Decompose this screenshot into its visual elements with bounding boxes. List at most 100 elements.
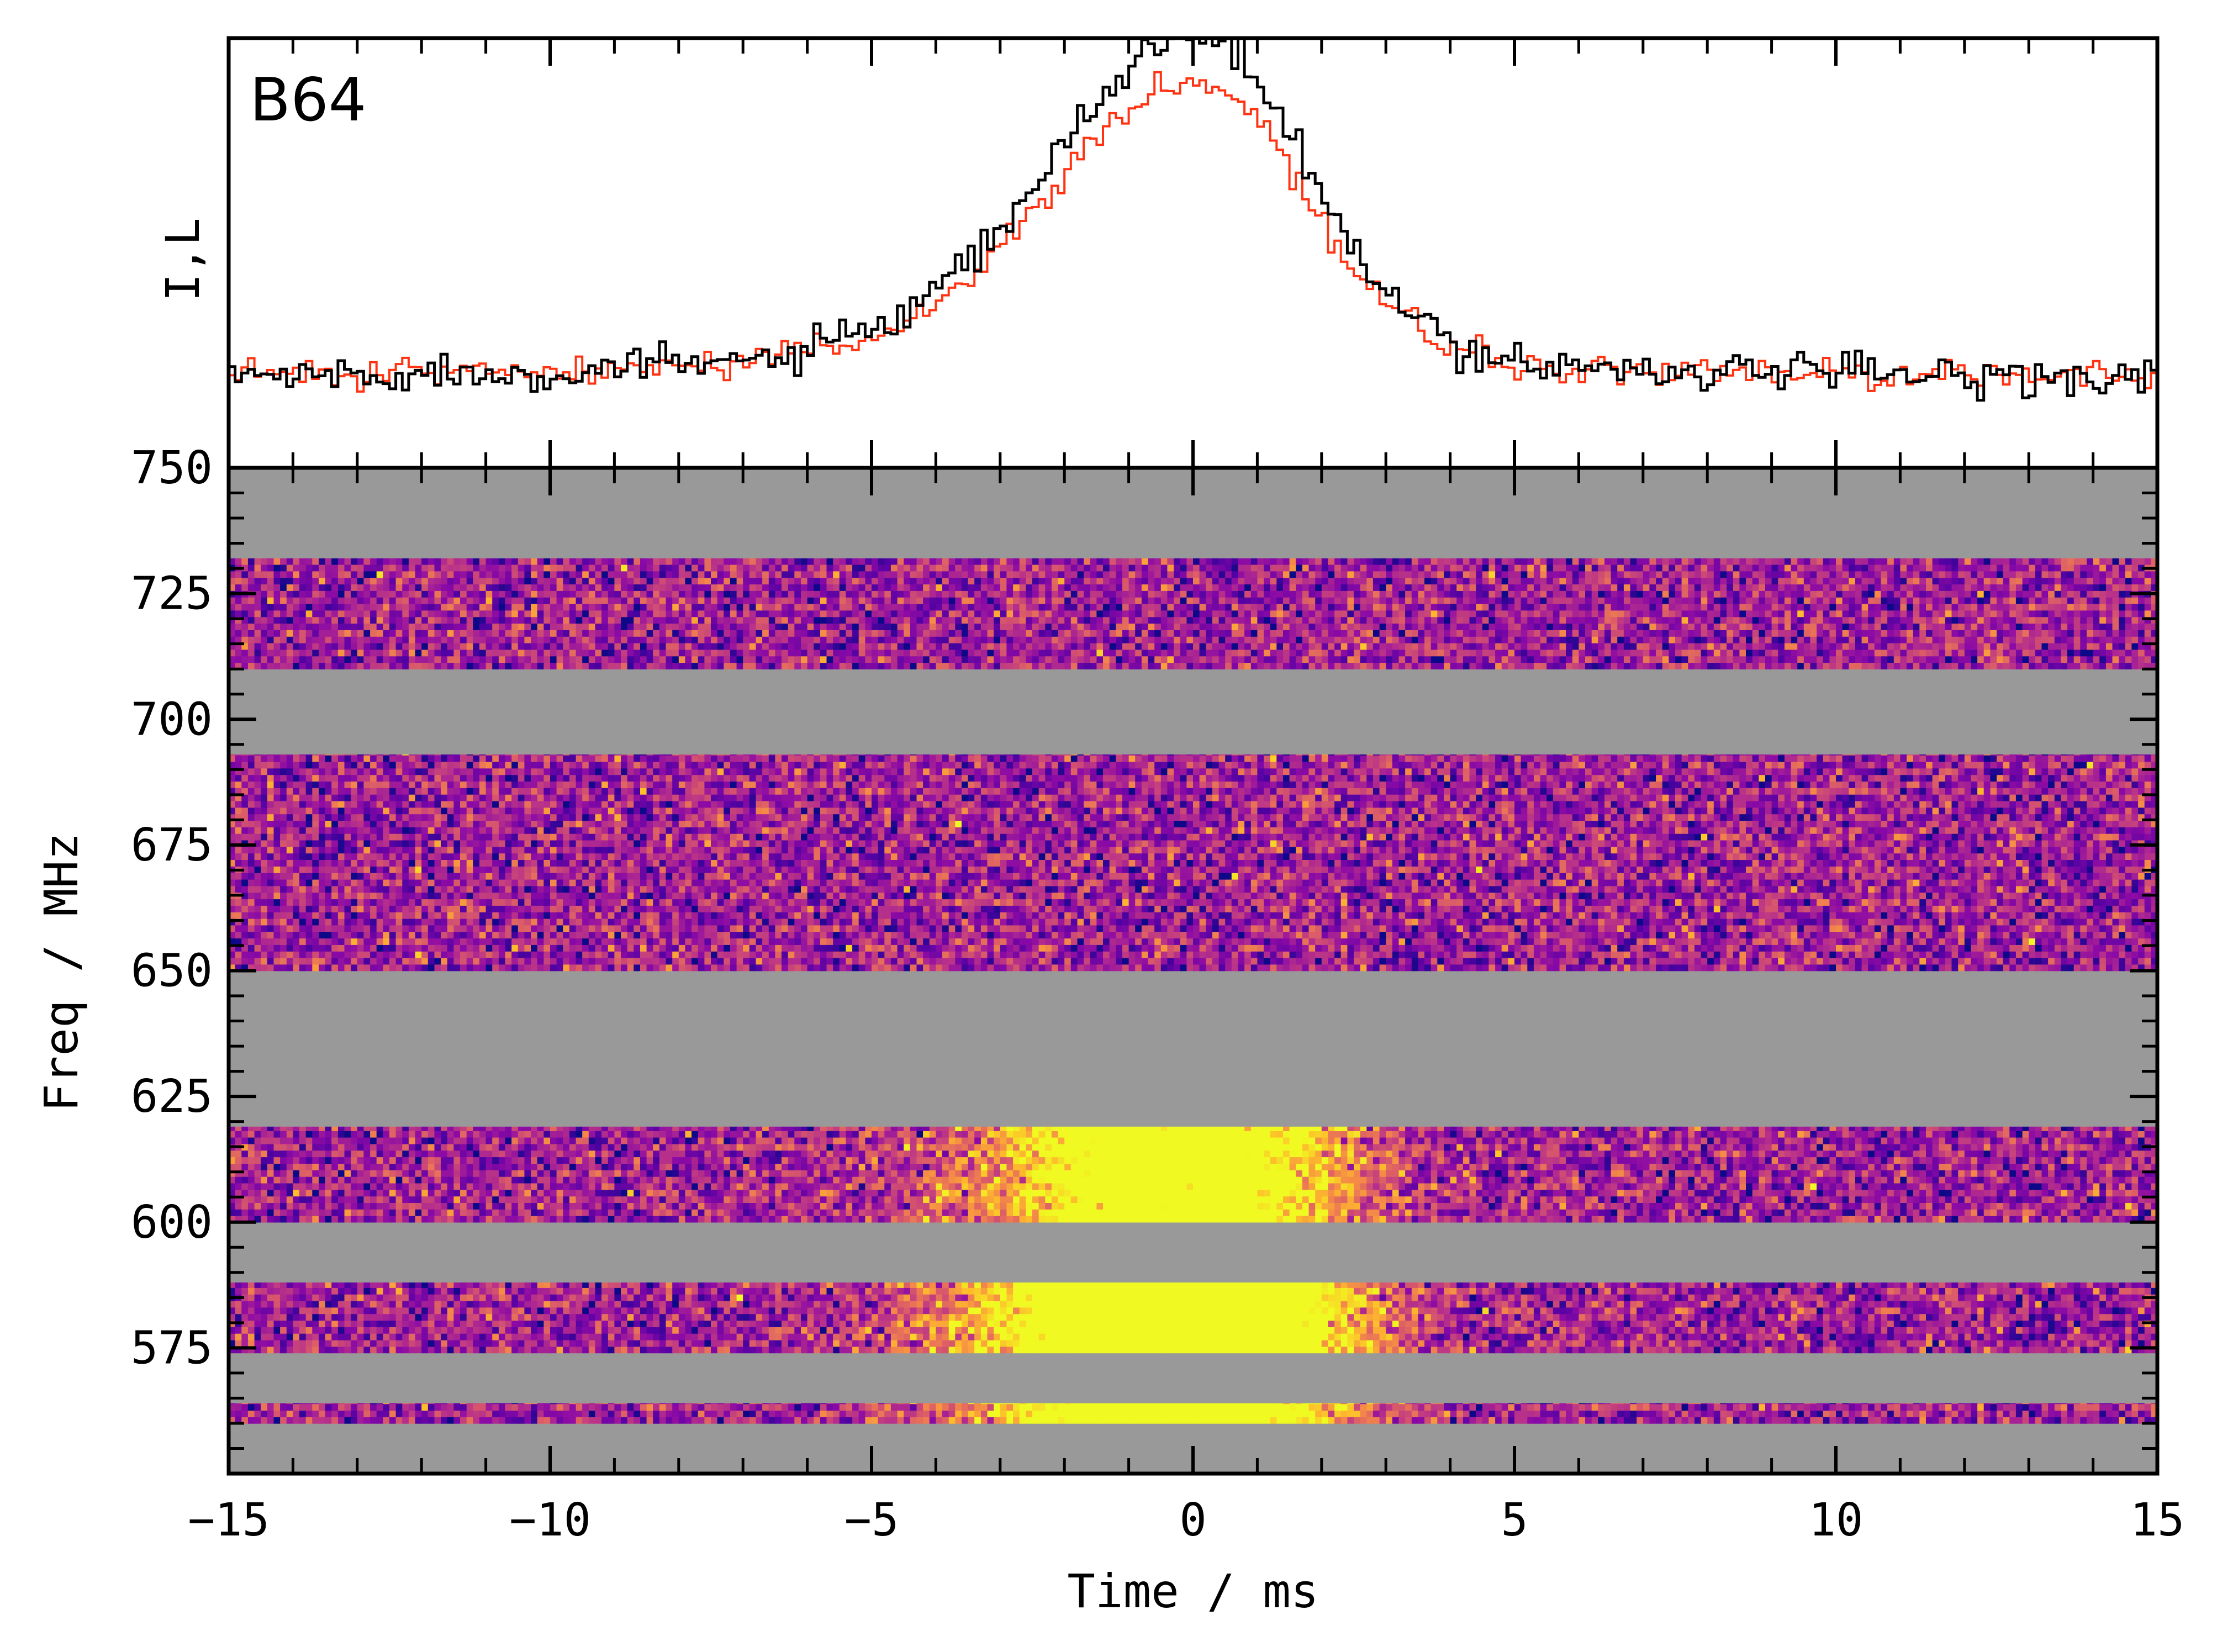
heatmap-cell: [1122, 650, 1129, 657]
heatmap-cell: [1881, 578, 1888, 585]
heatmap-cell: [524, 650, 531, 657]
heatmap-cell: [634, 662, 640, 669]
heatmap-cell: [955, 662, 962, 669]
heatmap-cell: [1283, 636, 1290, 643]
heatmap-cell: [627, 650, 634, 657]
heatmap-cell: [930, 604, 936, 611]
heatmap-cell: [730, 584, 737, 591]
heatmap-cell: [1084, 578, 1090, 585]
heatmap-cell: [872, 623, 878, 630]
heatmap-cell: [2016, 656, 2023, 663]
heatmap-cell: [2080, 590, 2087, 598]
heatmap-cell: [1765, 597, 1772, 604]
heatmap-cell: [1630, 643, 1637, 650]
heatmap-cell: [1322, 597, 1328, 604]
heatmap-cell: [1142, 650, 1148, 657]
heatmap-cell: [936, 656, 942, 663]
heatmap-cell: [1643, 630, 1650, 637]
heatmap-cell: [383, 656, 389, 663]
heatmap-cell: [647, 617, 653, 624]
heatmap-cell: [1984, 571, 1991, 578]
heatmap-cell: [531, 656, 537, 663]
heatmap-cell: [904, 558, 910, 565]
heatmap-cell: [1502, 584, 1508, 591]
heatmap-cell: [235, 571, 242, 578]
heatmap-cell: [2119, 564, 2125, 572]
heatmap-cell: [769, 564, 775, 572]
heatmap-cell: [543, 623, 550, 630]
heatmap-cell: [1810, 578, 1817, 585]
heatmap-cell: [1212, 623, 1219, 630]
heatmap-cell: [1514, 636, 1521, 643]
heatmap-cell: [904, 623, 910, 630]
heatmap-cell: [1759, 643, 1765, 650]
heatmap-cell: [1527, 571, 1534, 578]
heatmap-cell: [1682, 564, 1688, 572]
heatmap-cell: [267, 650, 274, 657]
heatmap-cell: [698, 610, 705, 617]
heatmap-cell: [1733, 662, 1740, 669]
heatmap-cell: [801, 604, 807, 611]
heatmap-cell: [1161, 617, 1168, 624]
heatmap-cell: [1360, 597, 1367, 604]
heatmap-cell: [1617, 564, 1624, 572]
heatmap-cell: [1347, 656, 1354, 663]
heatmap-cell: [1206, 590, 1212, 598]
heatmap-cell: [685, 636, 692, 643]
heatmap-cell: [582, 558, 589, 565]
heatmap-cell: [1341, 604, 1348, 611]
heatmap-cell: [608, 643, 615, 650]
heatmap-cell: [1193, 558, 1200, 565]
heatmap-cell: [1553, 597, 1560, 604]
heatmap-cell: [1283, 571, 1290, 578]
heatmap-cell: [1649, 662, 1656, 669]
heatmap-cell: [235, 584, 242, 591]
heatmap-cell: [711, 578, 717, 585]
heatmap-cell: [1334, 630, 1341, 637]
heatmap-cell: [601, 584, 608, 591]
heatmap-cell: [235, 604, 242, 611]
heatmap-cell: [1456, 643, 1463, 650]
heatmap-cell: [1257, 564, 1264, 572]
heatmap-cell: [865, 656, 872, 663]
heatmap-cell: [1488, 590, 1495, 598]
heatmap-cell: [1154, 656, 1161, 663]
heatmap-cell: [1103, 584, 1110, 591]
heatmap-cell: [801, 662, 807, 669]
heatmap-cell: [274, 584, 281, 591]
heatmap-cell: [827, 571, 833, 578]
heatmap-cell: [1180, 656, 1187, 663]
heatmap-cell: [479, 662, 486, 669]
heatmap-cell: [1682, 590, 1688, 598]
heatmap-cell: [543, 590, 550, 598]
heatmap-cell: [782, 597, 788, 604]
heatmap-cell: [1090, 558, 1097, 565]
heatmap-cell: [1765, 590, 1772, 598]
heatmap-cell: [949, 571, 956, 578]
heatmap-cell: [1778, 662, 1785, 669]
heatmap-cell: [1817, 571, 1823, 578]
heatmap-cell: [261, 578, 267, 585]
heatmap-cell: [1412, 590, 1418, 598]
heatmap-cell: [576, 564, 583, 572]
heatmap-cell: [1354, 604, 1360, 611]
heatmap-cell: [936, 636, 942, 643]
heatmap-cell: [1868, 617, 1875, 624]
heatmap-cell: [1881, 636, 1888, 643]
heatmap-cell: [891, 643, 898, 650]
heatmap-cell: [878, 662, 885, 669]
heatmap-cell: [1939, 571, 1945, 578]
heatmap-cell: [486, 571, 493, 578]
heatmap-cell: [724, 650, 730, 657]
heatmap-cell: [1373, 578, 1380, 585]
heatmap-cell: [1502, 597, 1508, 604]
heatmap-cell: [1695, 662, 1701, 669]
heatmap-cell: [1456, 564, 1463, 572]
heatmap-cell: [1836, 610, 1843, 617]
heatmap-cell: [955, 630, 962, 637]
heatmap-cell: [1875, 597, 1881, 604]
heatmap-cell: [1238, 564, 1245, 572]
heatmap-cell: [1604, 578, 1611, 585]
heatmap-cell: [1161, 578, 1168, 585]
heatmap-cell: [1167, 558, 1174, 565]
